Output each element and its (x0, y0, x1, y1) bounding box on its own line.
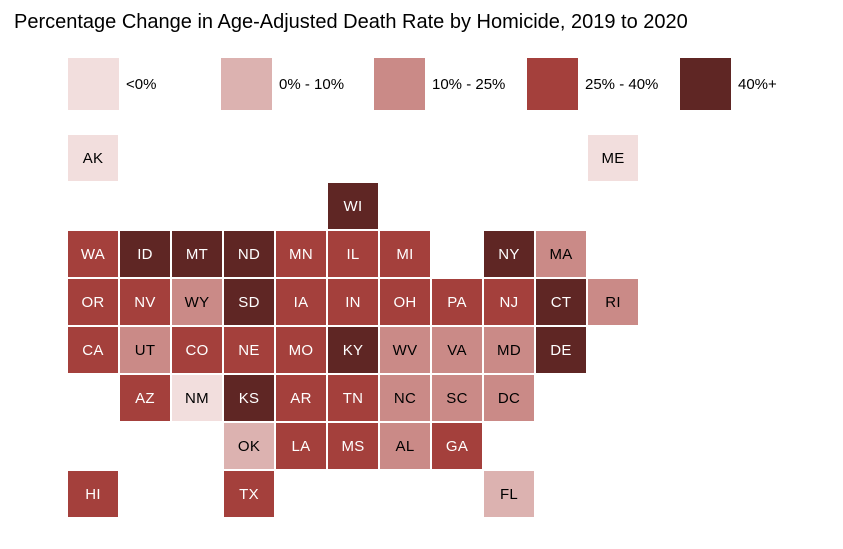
state-tile-va: VA (432, 327, 482, 373)
state-tile-mi: MI (380, 231, 430, 277)
state-tile-wa: WA (68, 231, 118, 277)
state-tile-or: OR (68, 279, 118, 325)
state-tile-ky: KY (328, 327, 378, 373)
state-tile-me: ME (588, 135, 638, 181)
state-tile-la: LA (276, 423, 326, 469)
state-tile-nm: NM (172, 375, 222, 421)
state-tile-ar: AR (276, 375, 326, 421)
state-tile-wi: WI (328, 183, 378, 229)
state-tile-ma: MA (536, 231, 586, 277)
state-tile-wv: WV (380, 327, 430, 373)
state-tile-ak: AK (68, 135, 118, 181)
state-tile-pa: PA (432, 279, 482, 325)
state-tile-fl: FL (484, 471, 534, 517)
state-tile-ca: CA (68, 327, 118, 373)
legend-label: <0% (126, 75, 157, 93)
state-tile-sd: SD (224, 279, 274, 325)
state-tile-dc: DC (484, 375, 534, 421)
legend-swatch-lt0 (68, 58, 119, 110)
legend-swatch-10-25 (374, 58, 425, 110)
state-tile-id: ID (120, 231, 170, 277)
state-tile-il: IL (328, 231, 378, 277)
state-tile-ri: RI (588, 279, 638, 325)
state-tile-co: CO (172, 327, 222, 373)
state-tile-oh: OH (380, 279, 430, 325)
state-tile-sc: SC (432, 375, 482, 421)
state-tile-ut: UT (120, 327, 170, 373)
legend-label: 25% - 40% (585, 75, 659, 93)
state-tile-az: AZ (120, 375, 170, 421)
state-tile-in: IN (328, 279, 378, 325)
state-tile-tx: TX (224, 471, 274, 517)
state-tile-nd: ND (224, 231, 274, 277)
state-tile-ia: IA (276, 279, 326, 325)
state-tile-hi: HI (68, 471, 118, 517)
legend-label: 10% - 25% (432, 75, 506, 93)
state-tile-nj: NJ (484, 279, 534, 325)
state-tile-wy: WY (172, 279, 222, 325)
chart-title: Percentage Change in Age-Adjusted Death … (14, 11, 688, 33)
state-tile-ne: NE (224, 327, 274, 373)
state-tile-de: DE (536, 327, 586, 373)
state-tile-al: AL (380, 423, 430, 469)
legend-label: 0% - 10% (279, 75, 345, 93)
legend-swatch-25-40 (527, 58, 578, 110)
state-tile-nc: NC (380, 375, 430, 421)
state-tile-mo: MO (276, 327, 326, 373)
state-tile-nv: NV (120, 279, 170, 325)
state-tile-ms: MS (328, 423, 378, 469)
state-tile-ga: GA (432, 423, 482, 469)
state-tile-ks: KS (224, 375, 274, 421)
state-tile-tn: TN (328, 375, 378, 421)
legend-swatch-0-10 (221, 58, 272, 110)
legend-label: 40%+ (738, 75, 777, 93)
legend-swatch-40plus (680, 58, 731, 110)
state-tile-mn: MN (276, 231, 326, 277)
state-tile-md: MD (484, 327, 534, 373)
state-tile-mt: MT (172, 231, 222, 277)
state-tile-ct: CT (536, 279, 586, 325)
state-tile-ny: NY (484, 231, 534, 277)
state-tile-ok: OK (224, 423, 274, 469)
